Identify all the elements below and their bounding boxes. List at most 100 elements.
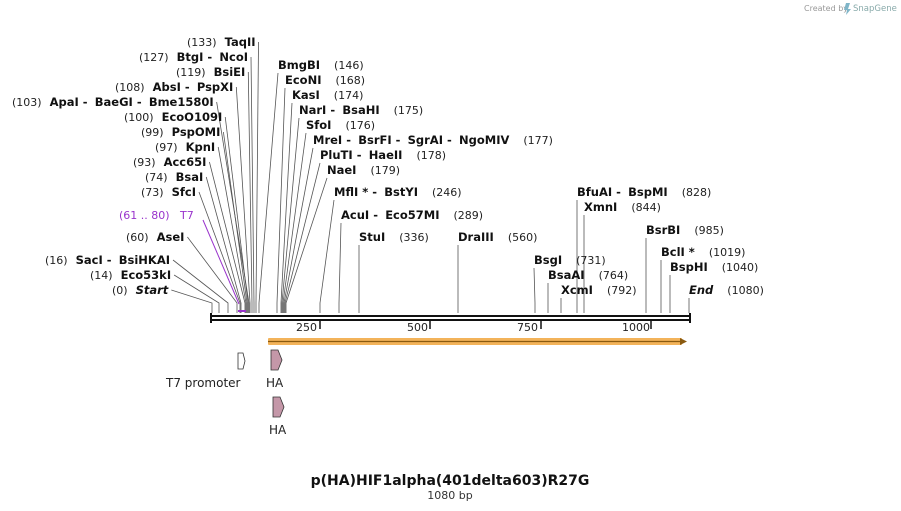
enzyme-name[interactable]: BsaI: [176, 170, 204, 184]
enzyme-name[interactable]: Bme1580I: [149, 95, 214, 109]
enzyme-name[interactable]: SgrAI: [408, 133, 443, 147]
site-position: (792): [607, 284, 637, 297]
enzyme-name[interactable]: StuI: [359, 230, 385, 244]
site-position: (168): [335, 74, 365, 87]
site-acui[interactable]: AcuI - Eco57MI (289): [341, 208, 483, 222]
site-naei[interactable]: NaeI (179): [327, 163, 400, 177]
enzyme-name[interactable]: BspMI: [628, 185, 668, 199]
site-stui[interactable]: StuI (336): [359, 230, 429, 244]
enzyme-name[interactable]: PluTI: [320, 148, 353, 162]
site-sfci[interactable]: (73) SfcI: [141, 185, 196, 199]
enzyme-name[interactable]: BsaHI: [342, 103, 379, 117]
enzyme-name[interactable]: BstYI: [384, 185, 418, 199]
enzyme-name[interactable]: EcoO109I: [162, 110, 223, 124]
enzyme-name[interactable]: TaqII: [225, 35, 256, 49]
ha-arrow-icon[interactable]: [270, 349, 283, 371]
enzyme-name[interactable]: BfuAI: [577, 185, 612, 199]
site-sfoi[interactable]: SfoI (176): [306, 118, 375, 132]
enzyme-name[interactable]: HaeII: [369, 148, 403, 162]
enzyme-name[interactable]: ApaI: [50, 95, 79, 109]
site-nari[interactable]: NarI - BsaHI (175): [299, 103, 423, 117]
site-bsgi[interactable]: BsgI (731): [534, 253, 606, 267]
t7-promoter-arrow-icon[interactable]: [237, 352, 246, 370]
enzyme-name[interactable]: BaeGI: [95, 95, 133, 109]
site-asei[interactable]: (60) AseI: [126, 230, 184, 244]
orf-arrow[interactable]: [268, 338, 687, 345]
enzyme-name[interactable]: BsaAI: [548, 268, 585, 282]
enzyme-name[interactable]: BmgBI: [278, 58, 320, 72]
enzyme-name[interactable]: SfoI: [306, 118, 331, 132]
site-pluti[interactable]: PluTI - HaeII (178): [320, 148, 446, 162]
enzyme-name[interactable]: Eco57MI: [385, 208, 439, 222]
site-eco53ki[interactable]: (14) Eco53kI: [90, 268, 171, 282]
enzyme-name[interactable]: BsrFI: [358, 133, 391, 147]
enzyme-name[interactable]: BtgI: [177, 50, 204, 64]
enzyme-name[interactable]: Start: [136, 283, 169, 297]
enzyme-name[interactable]: KpnI: [186, 140, 216, 154]
feature-t7-promoter[interactable]: T7 promoter: [165, 352, 246, 390]
site-econi[interactable]: EcoNI (168): [285, 73, 365, 87]
site-absi[interactable]: (108) AbsI - PspXI: [115, 80, 233, 94]
site-end[interactable]: End (1080): [689, 283, 764, 297]
site-pspomi[interactable]: (99) PspOMI: [141, 125, 220, 139]
name-separator: -: [372, 185, 377, 199]
site-xmni[interactable]: XmnI (844): [584, 200, 661, 214]
site-mfli[interactable]: MflI * - BstYI (246): [334, 185, 462, 199]
feature-ha-2[interactable]: HA: [269, 396, 287, 437]
enzyme-name[interactable]: BsgI: [534, 253, 562, 267]
enzyme-name[interactable]: BsiHKAI: [119, 253, 170, 267]
enzyme-name[interactable]: PspXI: [197, 80, 233, 94]
enzyme-name[interactable]: MflI *: [334, 185, 368, 199]
site-start[interactable]: (0) Start: [112, 283, 169, 297]
enzyme-name[interactable]: Acc65I: [164, 155, 207, 169]
site-position: (1080): [727, 284, 764, 297]
site-mrei[interactable]: MreI - BsrFI - SgrAI - NgoMIV (177): [313, 133, 553, 147]
site-kasi[interactable]: KasI (174): [292, 88, 363, 102]
site-saci[interactable]: (16) SacI - BsiHKAI: [45, 253, 170, 267]
feature-ha-1[interactable]: HA: [266, 349, 284, 390]
enzyme-name[interactable]: XmnI: [584, 200, 617, 214]
name-separator: -: [357, 148, 362, 162]
enzyme-name[interactable]: MreI: [313, 133, 342, 147]
site-position: (179): [370, 164, 400, 177]
site-kpni[interactable]: (97) KpnI: [155, 140, 215, 154]
site-position: (174): [334, 89, 364, 102]
site-ecoo109i[interactable]: (100) EcoO109I: [124, 110, 222, 124]
enzyme-name[interactable]: SfcI: [172, 185, 196, 199]
site-draiii[interactable]: DraIII (560): [458, 230, 537, 244]
enzyme-name[interactable]: KasI: [292, 88, 320, 102]
enzyme-name[interactable]: NcoI: [219, 50, 248, 64]
enzyme-name[interactable]: AbsI: [153, 80, 181, 94]
enzyme-name[interactable]: PspOMI: [172, 125, 221, 139]
enzyme-name[interactable]: NaeI: [327, 163, 356, 177]
site-xcmi[interactable]: XcmI (792): [561, 283, 637, 297]
enzyme-name[interactable]: BspHI: [670, 260, 708, 274]
site-taqii[interactable]: (133) TaqII: [187, 35, 256, 49]
enzyme-name[interactable]: End: [689, 283, 714, 297]
enzyme-name[interactable]: XcmI: [561, 283, 593, 297]
enzyme-name[interactable]: DraIII: [458, 230, 494, 244]
enzyme-name[interactable]: Eco53kI: [121, 268, 172, 282]
ha-arrow-icon[interactable]: [272, 396, 285, 418]
enzyme-name[interactable]: EcoNI: [285, 73, 321, 87]
enzyme-name[interactable]: SacI: [76, 253, 103, 267]
site-bsaai[interactable]: BsaAI (764): [548, 268, 628, 282]
enzyme-name[interactable]: BsrBI: [646, 223, 680, 237]
site-bmgbi[interactable]: BmgBI (146): [278, 58, 364, 72]
site-bsai[interactable]: (74) BsaI: [145, 170, 203, 184]
site-acc65i[interactable]: (93) Acc65I: [133, 155, 206, 169]
enzyme-name[interactable]: AseI: [157, 230, 185, 244]
site-bfuai[interactable]: BfuAI - BspMI (828): [577, 185, 711, 199]
enzyme-name[interactable]: BclI *: [661, 245, 695, 259]
site-apai[interactable]: (103) ApaI - BaeGI - Bme1580I: [12, 95, 214, 109]
site-btgi[interactable]: (127) BtgI - NcoI: [139, 50, 248, 64]
enzyme-name[interactable]: NgoMIV: [459, 133, 509, 147]
site-bsiei[interactable]: (119) BsiEI: [176, 65, 245, 79]
leader-line: [276, 87, 286, 313]
enzyme-name[interactable]: BsiEI: [214, 65, 246, 79]
enzyme-name[interactable]: NarI: [299, 103, 326, 117]
site-bsphi[interactable]: BspHI (1040): [670, 260, 758, 274]
site-bcli[interactable]: BclI * (1019): [661, 245, 745, 259]
site-bsrbi[interactable]: BsrBI (985): [646, 223, 724, 237]
enzyme-name[interactable]: AcuI: [341, 208, 369, 222]
